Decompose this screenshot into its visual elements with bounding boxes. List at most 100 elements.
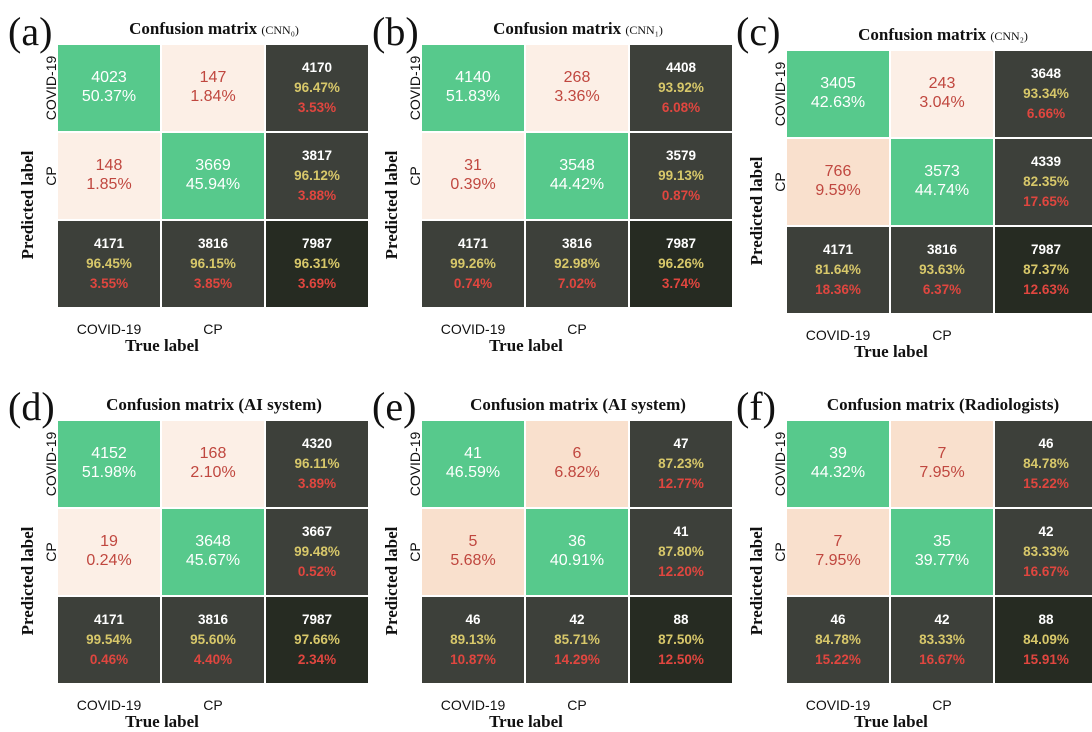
percent-value: 51.98%	[81, 464, 137, 481]
panel-b-title-subscript: (CNN₁)	[625, 23, 663, 37]
count-value: 147	[199, 69, 227, 87]
panel-f-summary-cell-r2c0: 46 84.78% 15.22%	[787, 597, 889, 683]
panel-e-summary-cell-r1c2: 41 87.80% 12.20%	[630, 509, 732, 595]
panel-b-true-positive-cell-r1c1: 3548 44.42%	[526, 133, 628, 219]
panel-d-true-positive-cell-r0c0: 4152 51.98%	[58, 421, 160, 507]
panel-c-xtick-label: CP	[932, 327, 952, 343]
accuracy-percent: 85.71%	[554, 632, 600, 648]
count-value: 3669	[195, 157, 231, 175]
panel-f-title-text: Confusion matrix (Radiologists)	[826, 395, 1060, 414]
panel-c-off-diagonal-cell-r0c1: 243 3.04%	[891, 51, 993, 137]
count-value: 268	[563, 69, 591, 87]
panel-b-title-text: Confusion matrix	[493, 19, 622, 38]
count-value: 766	[824, 163, 852, 181]
accuracy-percent: 89.13%	[450, 632, 496, 648]
count-value: 5	[468, 533, 478, 551]
panel-f-x-axis-label: True label	[854, 712, 928, 731]
error-percent: 0.52%	[297, 563, 337, 579]
count-value: 6	[572, 445, 582, 463]
percent-value: 40.91%	[549, 552, 605, 569]
accuracy-percent: 99.54%	[86, 632, 132, 648]
count-value: 4408	[665, 60, 697, 76]
panel-b-matrix: 4140 51.83% 268 3.36% 4408 93.92% 6.08% 31 0.39%…	[422, 45, 734, 309]
panel-f-off-diagonal-cell-r0c1: 7 7.95%	[891, 421, 993, 507]
panel-a-x-axis-label: True label	[125, 336, 199, 355]
percent-value: 44.32%	[810, 464, 866, 481]
panel-c-true-positive-cell-r1c1: 3573 44.74%	[891, 139, 993, 225]
accuracy-percent: 82.35%	[1023, 174, 1069, 190]
panel-b-y-axis-label: Predicted label	[382, 150, 401, 260]
panel-f-summary-cell-r0c2: 46 84.78% 15.22%	[995, 421, 1092, 507]
accuracy-percent: 83.33%	[1023, 544, 1069, 560]
panel-a-xtick-label: CP	[203, 321, 223, 337]
count-value: 88	[673, 612, 689, 628]
panel-d-summary-cell-r0c2: 4320 96.11% 3.89%	[266, 421, 368, 507]
accuracy-percent: 96.12%	[294, 168, 340, 184]
count-value: 3579	[665, 148, 697, 164]
panel-e-title: Confusion matrix (AI system)	[422, 395, 734, 415]
percent-value: 1.84%	[190, 88, 236, 105]
error-percent: 12.20%	[658, 563, 704, 579]
panel-b-summary-cell-r2c0: 4171 99.26% 0.74%	[422, 221, 524, 307]
percent-value: 7.95%	[815, 552, 861, 569]
percent-value: 9.59%	[815, 182, 861, 199]
panel-a-true-positive-cell-r0c0: 4023 50.37%	[58, 45, 160, 131]
panel-b-ytick-label: CP	[407, 166, 423, 186]
count-value: 3573	[924, 163, 960, 181]
accuracy-percent: 96.31%	[294, 256, 340, 272]
panel-a-summary-cell-r2c1: 3816 96.15% 3.85%	[162, 221, 264, 307]
panel-b-true-positive-cell-r0c0: 4140 51.83%	[422, 45, 524, 131]
accuracy-percent: 93.92%	[658, 80, 704, 96]
accuracy-percent: 84.09%	[1023, 632, 1069, 648]
panel-f-y-axis-label: Predicted label	[747, 526, 766, 636]
panel-a-true-positive-cell-r1c1: 3669 45.94%	[162, 133, 264, 219]
panel-c-ytick-label: CP	[772, 172, 788, 192]
percent-value: 50.37%	[81, 88, 137, 105]
panel-e-x-axis-label: True label	[489, 712, 563, 731]
panel-b-xtick-label: COVID-19	[440, 321, 506, 337]
panel-e-letter: (e)	[372, 384, 417, 429]
panel-a-y-axis-label: Predicted label	[18, 150, 37, 260]
panel-f-summary-cell-r1c2: 42 83.33% 16.67%	[995, 509, 1092, 595]
panel-e-summary-cell-r2c0: 46 89.13% 10.87%	[422, 597, 524, 683]
count-value: 3548	[559, 157, 595, 175]
percent-value: 0.24%	[86, 552, 132, 569]
panel-e-off-diagonal-cell-r1c0: 5 5.68%	[422, 509, 524, 595]
accuracy-percent: 87.80%	[658, 544, 704, 560]
panel-c-xtick-label: COVID-19	[805, 327, 871, 343]
error-percent: 12.63%	[1023, 281, 1069, 297]
panel-c-summary-cell-r2c1: 3816 93.63% 6.37%	[891, 227, 993, 313]
panel-c-title-text: Confusion matrix	[858, 25, 987, 44]
count-value: 4152	[91, 445, 127, 463]
panel-b-summary-cell-r0c2: 4408 93.92% 6.08%	[630, 45, 732, 131]
error-percent: 12.77%	[658, 475, 704, 491]
error-percent: 12.50%	[658, 651, 704, 667]
panel-c-letter: (c)	[736, 9, 781, 54]
count-value: 19	[100, 533, 118, 551]
accuracy-percent: 95.60%	[190, 632, 236, 648]
accuracy-percent: 99.26%	[450, 256, 496, 272]
panel-e-ytick-label: CP	[407, 542, 423, 562]
count-value: 39	[829, 445, 847, 463]
panel-f-true-positive-cell-r0c0: 39 44.32%	[787, 421, 889, 507]
panel-b-off-diagonal-cell-r1c0: 31 0.39%	[422, 133, 524, 219]
count-value: 7	[937, 445, 947, 463]
count-value: 3816	[197, 236, 229, 252]
count-value: 4171	[822, 242, 854, 258]
panel-f-true-positive-cell-r1c1: 35 39.77%	[891, 509, 993, 595]
accuracy-percent: 87.37%	[1023, 262, 1069, 278]
panel-d-summary-cell-r1c2: 3667 99.48% 0.52%	[266, 509, 368, 595]
panel-e-summary-cell-r2c1: 42 85.71% 14.29%	[526, 597, 628, 683]
panel-e-total-cell-r2c2: 88 87.50% 12.50%	[630, 597, 732, 683]
accuracy-percent: 84.78%	[1023, 456, 1069, 472]
panel-e-summary-cell-r0c2: 47 87.23% 12.77%	[630, 421, 732, 507]
error-percent: 3.74%	[661, 275, 701, 291]
percent-value: 45.67%	[185, 552, 241, 569]
count-value: 168	[199, 445, 227, 463]
panel-f-xtick-label: COVID-19	[805, 697, 871, 713]
error-percent: 16.67%	[1023, 563, 1069, 579]
panel-f-off-diagonal-cell-r1c0: 7 7.95%	[787, 509, 889, 595]
count-value: 7987	[1030, 242, 1062, 258]
percent-value: 44.42%	[549, 176, 605, 193]
panel-a-xtick-label: COVID-19	[76, 321, 142, 337]
